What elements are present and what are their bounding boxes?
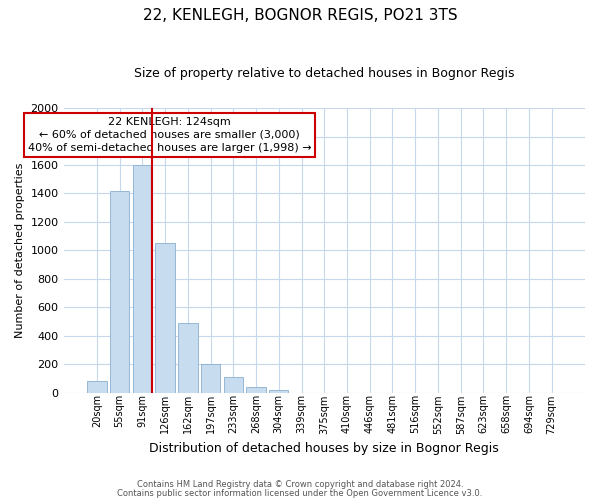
Text: Contains HM Land Registry data © Crown copyright and database right 2024.: Contains HM Land Registry data © Crown c… [137, 480, 463, 489]
Bar [178, 323, 197, 393]
Text: 22, KENLEGH, BOGNOR REGIS, PO21 3TS: 22, KENLEGH, BOGNOR REGIS, PO21 3TS [143, 8, 457, 22]
X-axis label: Distribution of detached houses by size in Bognor Regis: Distribution of detached houses by size … [149, 442, 499, 455]
Bar [247, 388, 266, 393]
Bar [110, 192, 130, 393]
Text: 22 KENLEGH: 124sqm
← 60% of detached houses are smaller (3,000)
40% of semi-deta: 22 KENLEGH: 124sqm ← 60% of detached hou… [28, 116, 311, 153]
Title: Size of property relative to detached houses in Bognor Regis: Size of property relative to detached ho… [134, 68, 515, 80]
Text: Contains public sector information licensed under the Open Government Licence v3: Contains public sector information licen… [118, 490, 482, 498]
Bar [87, 380, 107, 393]
Bar [133, 165, 152, 393]
Bar [201, 364, 220, 393]
Bar [155, 244, 175, 393]
Y-axis label: Number of detached properties: Number of detached properties [15, 162, 25, 338]
Bar [224, 377, 243, 393]
Bar [269, 390, 289, 393]
